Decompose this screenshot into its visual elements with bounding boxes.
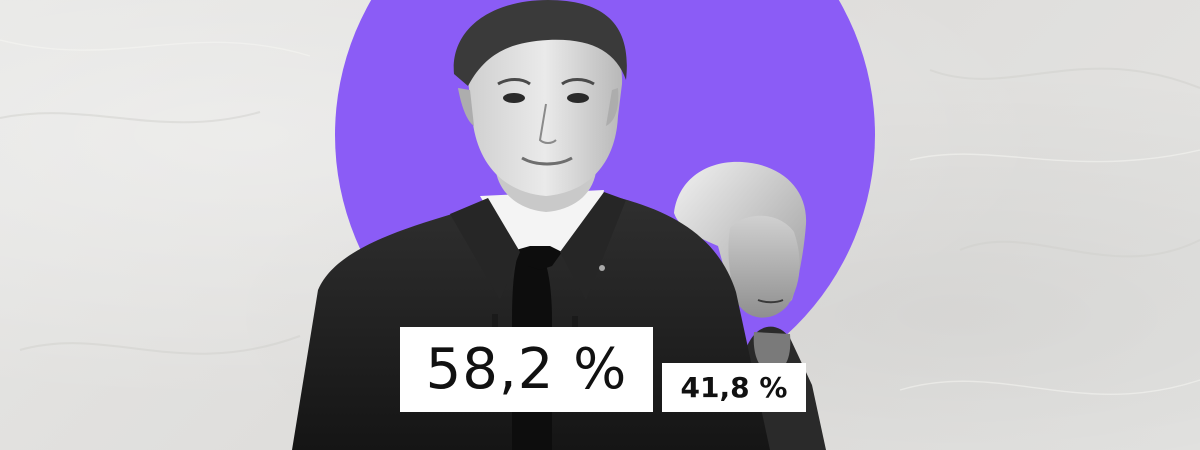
- le-pen-percent-label: 41,8 %: [662, 363, 806, 412]
- macron-percent-label: 58,2 %: [400, 327, 653, 412]
